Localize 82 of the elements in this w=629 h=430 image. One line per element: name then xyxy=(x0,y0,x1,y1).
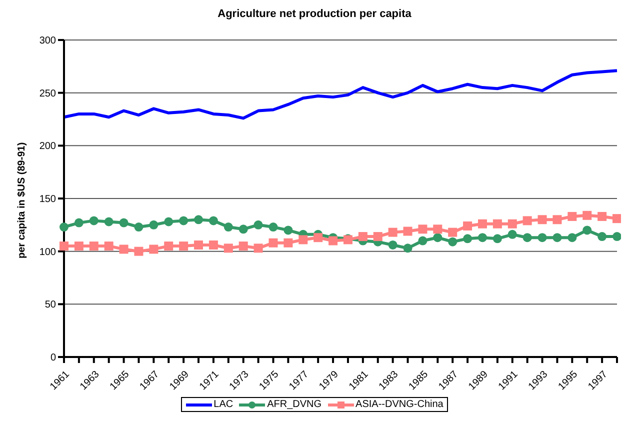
point xyxy=(463,221,472,230)
point xyxy=(268,222,278,232)
point xyxy=(328,236,338,246)
point xyxy=(463,234,472,244)
point xyxy=(388,240,398,250)
point xyxy=(598,232,607,242)
y-axis-title: per capita in $US (89-91) xyxy=(16,142,28,258)
point xyxy=(60,242,68,251)
legend-label: AFR_DVNG xyxy=(266,399,322,410)
point xyxy=(284,226,293,235)
point xyxy=(582,210,592,220)
y-tick-label: 150 xyxy=(39,194,56,206)
point xyxy=(568,233,577,242)
legend-label: ASIA--DVNG-China xyxy=(354,399,444,410)
point xyxy=(403,244,412,253)
point xyxy=(612,232,621,242)
point xyxy=(433,224,442,234)
point xyxy=(538,215,547,224)
point xyxy=(149,244,158,254)
point xyxy=(612,214,621,224)
legend-label: LAC xyxy=(212,399,234,410)
point xyxy=(552,215,562,224)
point xyxy=(224,222,233,232)
point xyxy=(254,220,263,230)
point xyxy=(194,215,204,224)
point xyxy=(373,232,382,242)
point xyxy=(208,216,218,226)
point xyxy=(478,233,487,242)
point xyxy=(254,244,263,253)
point xyxy=(60,222,68,232)
point xyxy=(164,242,174,251)
line-series xyxy=(62,69,618,120)
point xyxy=(208,240,218,250)
point xyxy=(552,233,562,242)
point xyxy=(194,240,204,250)
point xyxy=(238,224,248,234)
point xyxy=(522,233,532,242)
point xyxy=(149,220,158,230)
point xyxy=(448,237,458,246)
y-tick-label: 0 xyxy=(50,352,56,364)
point xyxy=(508,219,517,228)
point xyxy=(104,242,114,251)
point xyxy=(298,235,308,244)
point xyxy=(134,222,144,232)
point xyxy=(268,238,278,248)
y-tick-label: 300 xyxy=(39,36,56,47)
point xyxy=(433,233,442,242)
point xyxy=(418,224,428,234)
point xyxy=(538,233,547,242)
point xyxy=(492,234,502,244)
point xyxy=(508,230,517,239)
y-tick-label: 100 xyxy=(39,246,56,258)
point xyxy=(89,216,98,226)
point xyxy=(522,216,532,226)
point xyxy=(478,219,487,228)
point xyxy=(179,242,188,251)
point xyxy=(238,242,248,251)
point xyxy=(119,218,128,228)
point xyxy=(74,242,84,251)
point xyxy=(179,216,188,226)
y-tick-label: 200 xyxy=(39,141,56,152)
point xyxy=(358,232,368,242)
point xyxy=(598,212,607,221)
point xyxy=(89,242,98,251)
point xyxy=(492,219,502,228)
y-tick-label: 50 xyxy=(44,300,56,311)
point xyxy=(448,228,458,237)
point xyxy=(104,217,114,226)
point xyxy=(119,244,128,254)
point xyxy=(582,226,592,235)
point xyxy=(418,236,428,246)
point xyxy=(388,228,398,237)
point xyxy=(314,233,323,242)
chart-title: Agriculture net production per capita xyxy=(216,8,412,20)
point xyxy=(164,217,174,226)
point xyxy=(284,238,293,248)
y-tick-label: 250 xyxy=(39,88,56,100)
point xyxy=(224,244,233,253)
point xyxy=(403,226,412,236)
point xyxy=(134,246,144,256)
point xyxy=(74,218,84,228)
point xyxy=(568,212,577,221)
